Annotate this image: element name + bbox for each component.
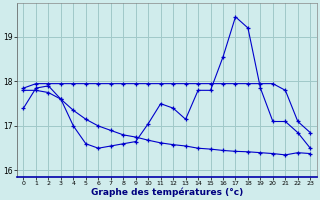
X-axis label: Graphe des températures (°c): Graphe des températures (°c) (91, 187, 243, 197)
